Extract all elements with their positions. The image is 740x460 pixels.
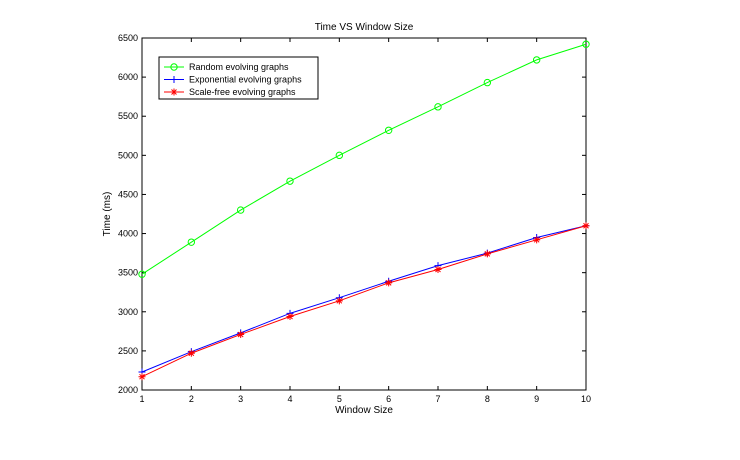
y-axis-label: Time (ms) <box>102 192 113 237</box>
data-point <box>384 126 393 135</box>
series-line <box>141 43 587 275</box>
y-tick-label: 4000 <box>118 229 138 239</box>
legend-item: Exponential evolving graphs <box>164 75 302 85</box>
x-tick-label: 9 <box>534 394 539 404</box>
y-tick-label: 4500 <box>118 189 138 199</box>
data-point <box>236 206 245 214</box>
data-point <box>434 266 442 274</box>
series-3 <box>138 222 590 381</box>
series-2 <box>138 222 590 376</box>
data-point <box>582 222 590 230</box>
x-tick-label: 3 <box>238 394 243 404</box>
data-point <box>533 236 541 244</box>
legend-label: Random evolving graphs <box>189 62 289 72</box>
x-tick-label: 2 <box>189 394 194 404</box>
x-tick-label: 6 <box>386 394 391 404</box>
data-point <box>582 40 590 48</box>
data-point <box>483 250 491 258</box>
y-tick-label: 2000 <box>118 385 138 395</box>
legend-item: Scale-free evolving graphs <box>164 87 296 97</box>
legend-label: Scale-free evolving graphs <box>189 87 296 97</box>
y-tick-label: 6500 <box>118 33 138 43</box>
axes-box <box>141 37 587 391</box>
y-tick-label: 5000 <box>118 150 138 160</box>
series-line <box>141 225 587 373</box>
legend-item: Random evolving graphs <box>164 62 289 72</box>
x-tick-label: 10 <box>581 394 591 404</box>
data-point <box>532 56 541 64</box>
chart-title: Time VS Window Size <box>315 22 414 33</box>
data-point <box>237 330 245 338</box>
data-point <box>286 312 294 320</box>
y-tick-label: 3500 <box>118 268 138 278</box>
series-line <box>141 225 587 378</box>
legend: Random evolving graphs Exponential evolvi… <box>158 56 319 100</box>
plot-area: 1 2 3 4 5 6 7 8 9 10 2000 2500 3000 3500 4000 4500 5000 5… <box>118 33 591 404</box>
data-point <box>138 373 146 381</box>
legend-label: Exponential evolving graphs <box>189 75 302 85</box>
x-tick-label: 7 <box>435 394 440 404</box>
y-tick-label: 2500 <box>118 346 138 356</box>
x-axis-label: Window Size <box>335 405 393 416</box>
legend-marker <box>170 63 178 71</box>
data-point <box>335 297 343 305</box>
x-tick-label: 4 <box>287 394 292 404</box>
y-tick-label: 3000 <box>118 307 138 317</box>
data-point <box>286 177 294 185</box>
data-point <box>335 151 344 160</box>
y-tick-label: 5500 <box>118 111 138 121</box>
x-tick-label: 8 <box>485 394 490 404</box>
series-1 <box>138 40 590 278</box>
legend-box <box>158 56 319 100</box>
data-point <box>187 349 195 357</box>
legend-marker <box>170 88 178 96</box>
data-point <box>434 103 442 111</box>
x-tick-label: 5 <box>337 394 342 404</box>
legend-marker <box>170 76 178 83</box>
data-point <box>385 279 393 287</box>
x-tick-label: 1 <box>139 394 144 404</box>
data-point <box>483 78 492 87</box>
y-tick-label: 6000 <box>118 72 138 82</box>
data-point <box>187 238 196 246</box>
data-point <box>138 270 146 278</box>
